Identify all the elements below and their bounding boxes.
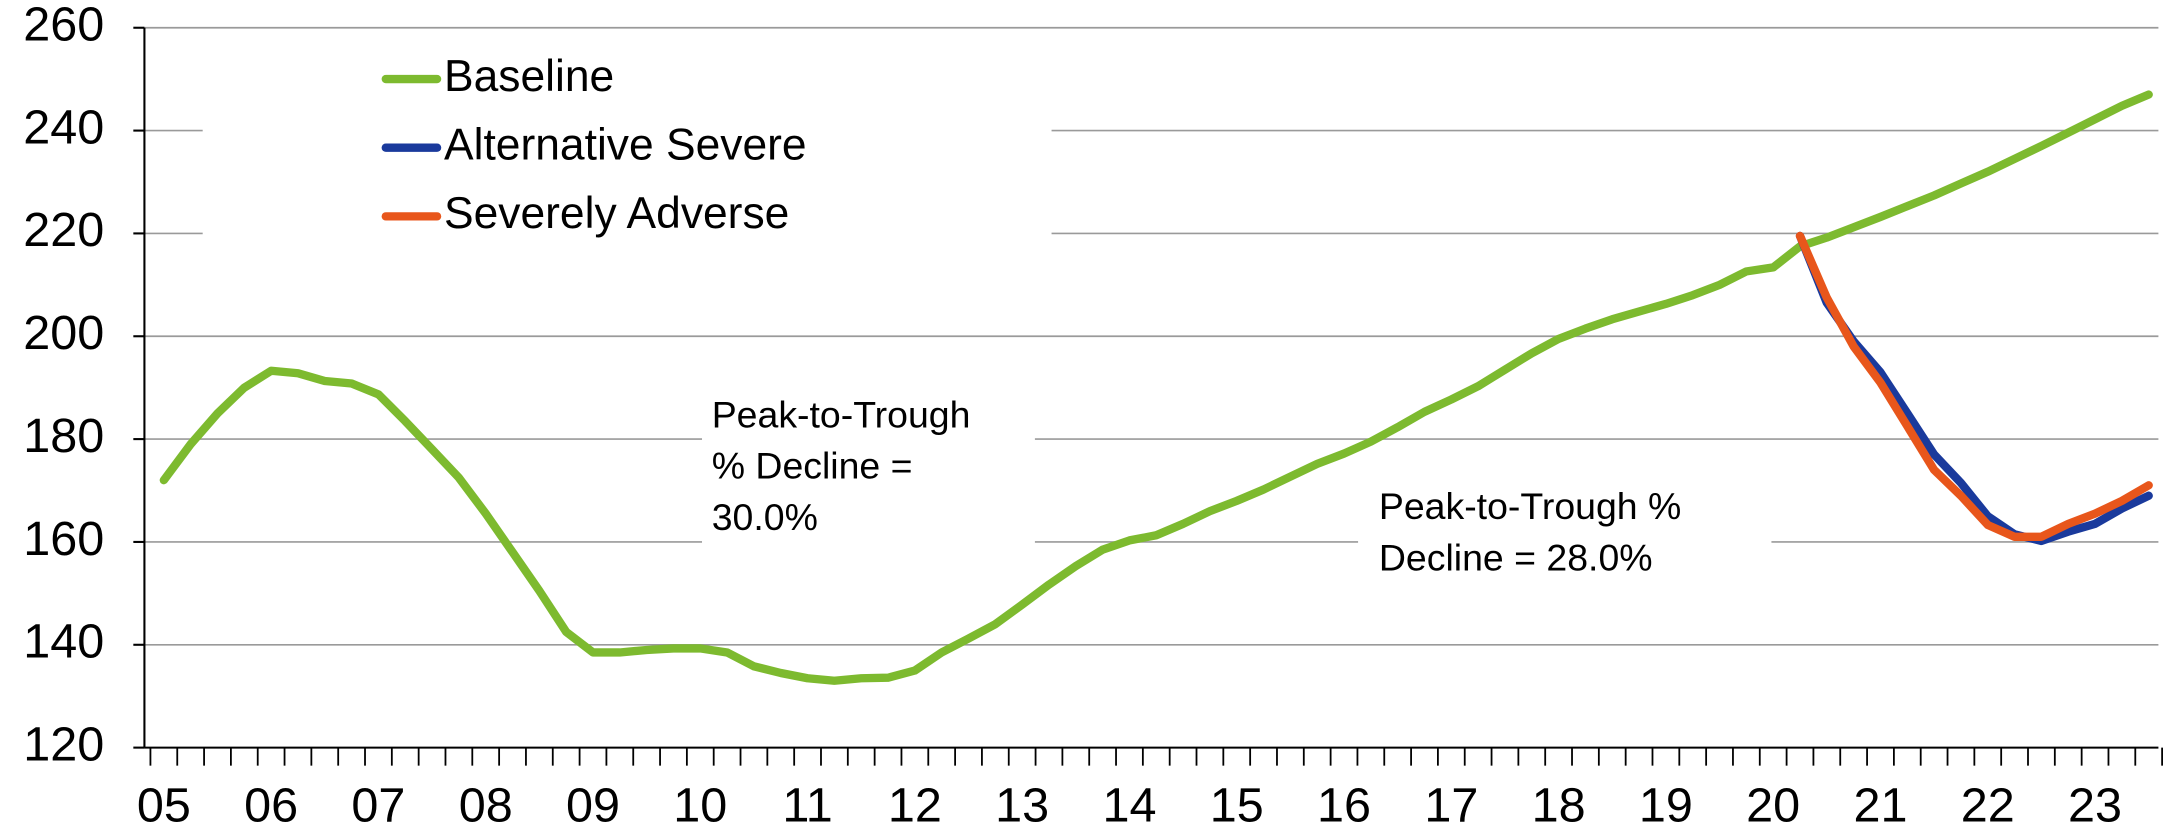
x-tick-label: 13 — [995, 778, 1049, 832]
x-tick-label: 11 — [782, 778, 832, 832]
x-tick-label: 10 — [673, 778, 727, 832]
x-tick-label: 20 — [1746, 778, 1800, 832]
y-tick-label: 120 — [23, 717, 104, 771]
y-tick-label: 140 — [23, 615, 104, 669]
annotation: 30.0% — [712, 496, 818, 538]
legend-label: Severely Adverse — [444, 189, 789, 238]
series-line — [1795, 231, 2153, 546]
annotation-bg — [702, 391, 1035, 544]
x-tick-label: 14 — [1102, 778, 1156, 832]
x-tick-label: 21 — [1853, 778, 1907, 832]
x-tick-label: 06 — [244, 778, 298, 832]
legend-label: Alternative Severe — [444, 120, 807, 169]
x-tick-label: 05 — [137, 778, 191, 832]
x-tick-label: 09 — [566, 778, 620, 832]
y-tick-label: 240 — [23, 100, 104, 154]
x-tick-label: 12 — [888, 778, 942, 832]
y-tick-label: 180 — [23, 409, 104, 463]
x-tick-label: 15 — [1210, 778, 1264, 832]
x-tick-label: 17 — [1424, 778, 1478, 832]
x-tick-label: 07 — [351, 778, 405, 832]
y-tick-label: 200 — [23, 306, 104, 360]
annotation: Peak-to-Trough — [712, 393, 971, 435]
y-tick-label: 160 — [23, 512, 104, 566]
x-tick-label: 22 — [1961, 778, 2015, 832]
x-tick-label: 18 — [1532, 778, 1586, 832]
series-line — [1795, 231, 2153, 541]
annotation-bg — [1358, 485, 1772, 586]
x-tick-label: 23 — [2068, 778, 2122, 832]
annotation: Decline = 28.0% — [1379, 536, 1653, 578]
legend-label: Baseline — [444, 52, 614, 101]
x-tick-label: 08 — [459, 778, 513, 832]
annotation: % Decline = — [712, 445, 913, 487]
y-tick-label: 220 — [23, 203, 104, 257]
x-tick-label: 16 — [1317, 778, 1371, 832]
y-tick-label: 260 — [23, 0, 104, 52]
annotation: Peak-to-Trough % — [1379, 485, 1681, 527]
lines — [159, 90, 2153, 685]
legend-bg — [202, 41, 1052, 250]
series-line — [159, 90, 2153, 685]
x-tick-label: 19 — [1639, 778, 1693, 832]
